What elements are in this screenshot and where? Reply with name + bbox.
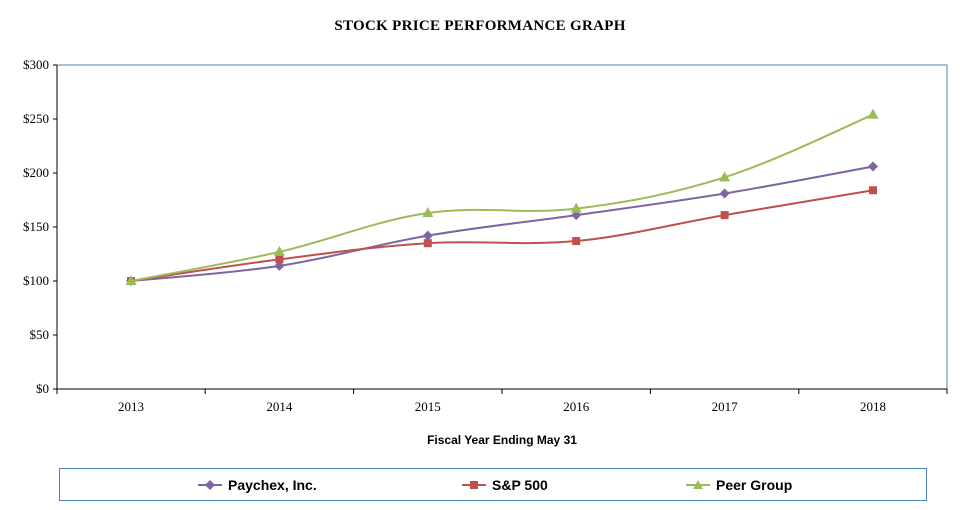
series-line-peer-group: [130, 113, 874, 282]
y-tick-label: $0: [36, 381, 49, 396]
data-point-peer-group: [125, 275, 137, 285]
data-point-peer-group: [273, 245, 285, 256]
data-point-sp500: [869, 186, 877, 195]
series-line-sp500: [130, 189, 874, 282]
data-point-paychex: [719, 188, 730, 199]
legend: Paychex, Inc. S&P 500 Peer Group: [59, 468, 927, 501]
y-tick-label: $100: [23, 273, 49, 288]
x-tick-label: 2017: [712, 399, 739, 414]
x-tick-label: 2018: [860, 399, 886, 414]
legend-label-sp500: S&P 500: [492, 476, 548, 493]
legend-label-paychex: Paychex, Inc.: [228, 476, 317, 493]
series-peer-group: [125, 108, 879, 285]
plot-area: $0 $50 $100 $150 $200 $250 $300 2013 2014 2015 20…: [23, 57, 948, 414]
y-tick-label: $200: [23, 165, 49, 180]
y-tick-label: $300: [23, 57, 49, 72]
data-point-sp500: [720, 211, 729, 220]
legend-item-sp500: S&P 500: [462, 469, 548, 500]
data-point-sp500: [423, 239, 432, 248]
chart-title: STOCK PRICE PERFORMANCE GRAPH: [334, 18, 626, 34]
legend-item-peer-group: Peer Group: [686, 469, 792, 500]
y-tick-label: $250: [23, 111, 49, 126]
legend-label-peer-group: Peer Group: [716, 476, 793, 493]
data-point-paychex: [868, 161, 878, 172]
legend-marker-peer-group: [686, 479, 710, 489]
legend-marker-paychex: [198, 479, 222, 490]
y-tick-label: $150: [23, 219, 49, 234]
x-axis-label: Fiscal Year Ending May 31: [427, 433, 577, 447]
series-paychex: [126, 161, 878, 286]
data-point-peer-group: [867, 108, 879, 119]
data-point-peer-group: [422, 206, 434, 217]
data-point-sp500: [275, 255, 284, 264]
data-point-peer-group: [570, 202, 582, 213]
legend-item-paychex: Paychex, Inc.: [198, 469, 317, 500]
data-point-peer-group: [719, 171, 731, 182]
data-point-sp500: [572, 237, 581, 246]
plot-border: [56, 64, 948, 390]
series-line-paychex: [130, 165, 874, 282]
y-tick-label: $50: [30, 327, 50, 342]
x-tick-label: 2014: [266, 399, 293, 414]
x-tick-label: 2013: [118, 399, 144, 414]
x-tick-label: 2016: [563, 399, 590, 414]
legend-marker-sp500: [462, 480, 486, 489]
x-tick-label: 2015: [415, 399, 441, 414]
data-point-paychex: [422, 230, 433, 241]
